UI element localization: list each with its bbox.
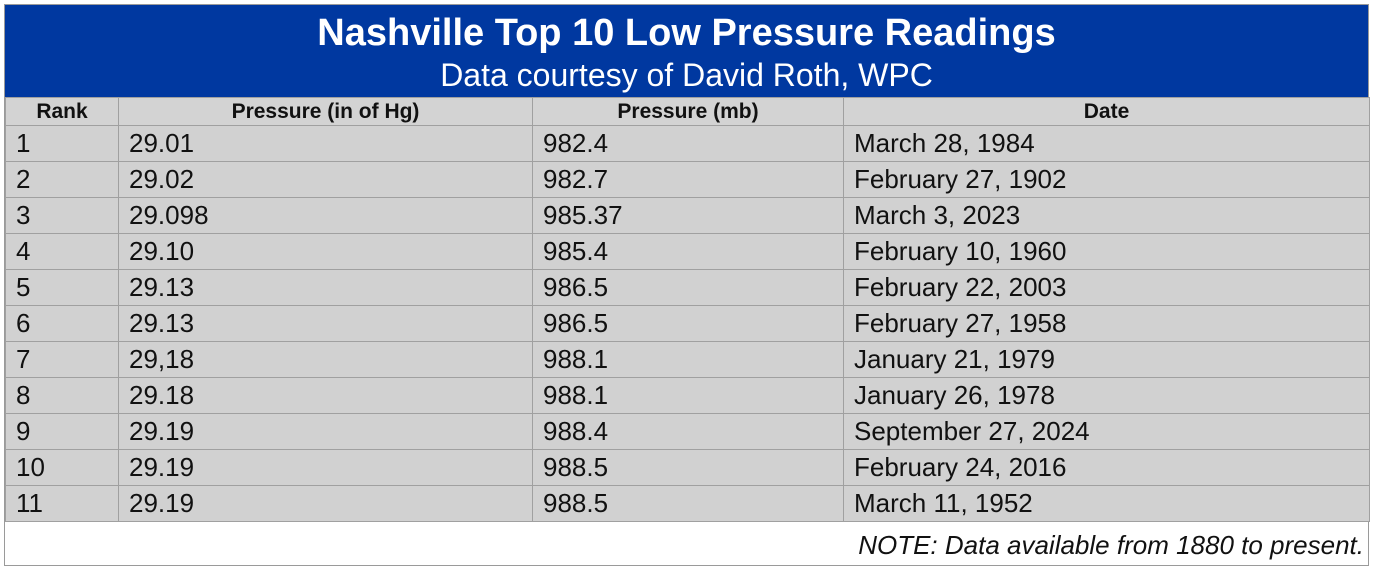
pressure-inhg-cell: 29,18: [118, 341, 533, 378]
table-row: 7 29,18 988.1 January 21, 1979: [5, 341, 1370, 378]
column-header-pressure-mb: Pressure (mb): [532, 97, 844, 126]
table-row: 1 29.01 982.4 March 28, 1984: [5, 125, 1370, 162]
rank-cell: 1: [5, 125, 119, 162]
rank-cell: 6: [5, 305, 119, 342]
pressure-mb-cell: 988.5: [532, 449, 844, 486]
pressure-inhg-cell: 29.19: [118, 449, 533, 486]
data-availability-note: NOTE: Data available from 1880 to presen…: [858, 530, 1364, 560]
pressure-inhg-cell: 29.10: [118, 233, 533, 270]
rank-cell: 2: [5, 161, 119, 198]
pressure-mb-cell: 986.5: [532, 269, 844, 306]
date-cell: March 3, 2023: [843, 197, 1370, 234]
table-row: 5 29.13 986.5 February 22, 2003: [5, 269, 1370, 306]
date-cell: February 24, 2016: [843, 449, 1370, 486]
date-cell: February 10, 1960: [843, 233, 1370, 270]
pressure-mb-cell: 985.37: [532, 197, 844, 234]
pressure-inhg-cell: 29.19: [118, 485, 533, 522]
date-cell: February 27, 1902: [843, 161, 1370, 198]
pressure-mb-cell: 988.1: [532, 377, 844, 414]
pressure-mb-cell: 988.5: [532, 485, 844, 522]
pressure-inhg-cell: 29.13: [118, 269, 533, 306]
table-row: 4 29.10 985.4 February 10, 1960: [5, 233, 1370, 270]
column-header-date: Date: [843, 97, 1370, 126]
table-row: 9 29.19 988.4 September 27, 2024: [5, 413, 1370, 450]
table-header-row: Rank Pressure (in of Hg) Pressure (mb) D…: [5, 97, 1370, 126]
date-cell: January 26, 1978: [843, 377, 1370, 414]
page-title: Nashville Top 10 Low Pressure Readings: [317, 12, 1056, 54]
pressure-mb-cell: 988.4: [532, 413, 844, 450]
rank-cell: 8: [5, 377, 119, 414]
pressure-mb-cell: 982.4: [532, 125, 844, 162]
column-header-pressure-inhg: Pressure (in of Hg): [118, 97, 533, 126]
date-cell: March 11, 1952: [843, 485, 1370, 522]
rank-cell: 10: [5, 449, 119, 486]
table-row: 10 29.19 988.5 February 24, 2016: [5, 449, 1370, 486]
header-banner: Nashville Top 10 Low Pressure Readings D…: [5, 5, 1368, 97]
pressure-table-graphic: Nashville Top 10 Low Pressure Readings D…: [4, 4, 1370, 566]
rank-cell: 3: [5, 197, 119, 234]
date-cell: February 22, 2003: [843, 269, 1370, 306]
table-row: 6 29.13 986.5 February 27, 1958: [5, 305, 1370, 342]
pressure-mb-cell: 988.1: [532, 341, 844, 378]
pressure-inhg-cell: 29.01: [118, 125, 533, 162]
pressure-inhg-cell: 29.02: [118, 161, 533, 198]
rank-cell: 9: [5, 413, 119, 450]
date-cell: February 27, 1958: [843, 305, 1370, 342]
table-row: 2 29.02 982.7 February 27, 1902: [5, 161, 1370, 198]
date-cell: September 27, 2024: [843, 413, 1370, 450]
pressure-mb-cell: 982.7: [532, 161, 844, 198]
pressure-inhg-cell: 29.18: [118, 377, 533, 414]
rank-cell: 5: [5, 269, 119, 306]
date-cell: January 21, 1979: [843, 341, 1370, 378]
date-cell: March 28, 1984: [843, 125, 1370, 162]
pressure-mb-cell: 985.4: [532, 233, 844, 270]
rank-cell: 11: [5, 485, 119, 522]
pressure-inhg-cell: 29.19: [118, 413, 533, 450]
pressure-readings-table: Rank Pressure (in of Hg) Pressure (mb) D…: [5, 97, 1370, 522]
pressure-mb-cell: 986.5: [532, 305, 844, 342]
page-subtitle: Data courtesy of David Roth, WPC: [440, 57, 933, 93]
pressure-inhg-cell: 29.098: [118, 197, 533, 234]
column-header-rank: Rank: [5, 97, 119, 126]
table-row: 3 29.098 985.37 March 3, 2023: [5, 197, 1370, 234]
rank-cell: 7: [5, 341, 119, 378]
table-row: 8 29.18 988.1 January 26, 1978: [5, 377, 1370, 414]
pressure-inhg-cell: 29.13: [118, 305, 533, 342]
rank-cell: 4: [5, 233, 119, 270]
table-row: 11 29.19 988.5 March 11, 1952: [5, 485, 1370, 522]
